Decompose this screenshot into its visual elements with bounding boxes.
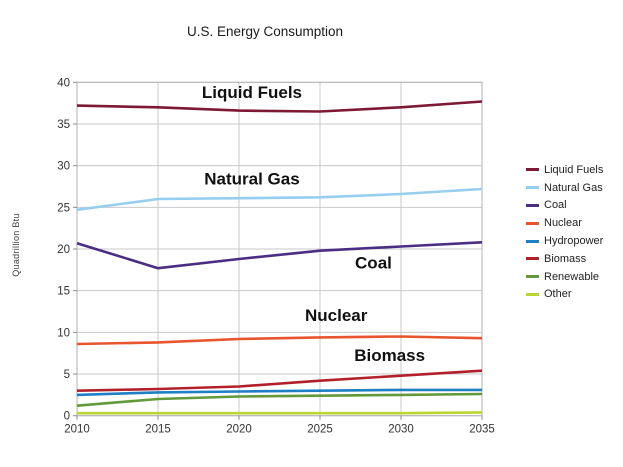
series-line-biomass <box>76 369 483 392</box>
legend-item-biomass: Biomass <box>526 250 603 268</box>
legend-item-coal: Coal <box>526 197 603 215</box>
legend: Liquid Fuels Natural Gas Coal Nuclear Hydrop… <box>526 161 603 303</box>
y-tick-label: 20 <box>57 244 70 256</box>
legend-swatch <box>526 203 539 207</box>
y-tick-label: 30 <box>57 161 70 173</box>
y-tick-label: 35 <box>57 119 70 131</box>
y-tick-label: 0 <box>64 411 70 423</box>
x-tick-label: 2010 <box>64 424 90 436</box>
x-tick-label: 2025 <box>307 424 333 436</box>
legend-item-hydropower: Hydropower <box>526 232 603 250</box>
legend-label: Liquid Fuels <box>544 163 604 176</box>
series-label-annotation: Nuclear <box>305 306 368 325</box>
legend-item-other: Other <box>526 286 603 304</box>
series-label-annotation: Liquid Fuels <box>202 83 302 102</box>
legend-item-liquid-fuels: Liquid Fuels <box>526 161 603 179</box>
series-line-other <box>77 411 483 415</box>
series-line-coal <box>76 241 483 270</box>
legend-label: Hydropower <box>544 235 604 248</box>
legend-label: Nuclear <box>544 217 582 230</box>
series-line-renewable <box>76 392 483 407</box>
y-tick-label: 25 <box>57 202 70 214</box>
series-line-nuclear <box>76 335 483 346</box>
chart-title: U.S. Energy Consumption <box>186 24 344 39</box>
legend-label: Biomass <box>544 252 587 265</box>
legend-swatch <box>526 257 539 261</box>
x-tick-label: 2035 <box>469 424 495 436</box>
legend-label: Coal <box>544 199 567 212</box>
legend-label: Natural Gas <box>544 181 603 194</box>
y-tick-label: 40 <box>57 77 70 89</box>
legend-item-natural-gas: Natural Gas <box>526 179 603 197</box>
series-line-natural-gas <box>76 187 483 212</box>
legend-swatch <box>526 292 539 296</box>
x-tick-label: 2020 <box>226 424 252 436</box>
x-tick-label: 2015 <box>145 424 171 436</box>
series-label-annotation: Natural Gas <box>204 169 299 188</box>
legend-item-renewable: Renewable <box>526 268 603 286</box>
series-label-annotation: Coal <box>355 254 392 273</box>
y-tick-label: 10 <box>57 327 70 339</box>
y-tick-label: 5 <box>64 369 70 381</box>
legend-swatch <box>526 239 539 243</box>
legend-swatch <box>526 221 539 225</box>
y-tick-label: 15 <box>57 286 70 298</box>
x-tick-label: 2030 <box>388 424 414 436</box>
series-line-hydropower <box>76 388 482 397</box>
legend-label: Renewable <box>544 270 600 283</box>
series-label-annotation: Biomass <box>354 346 425 365</box>
legend-swatch <box>526 275 539 279</box>
legend-swatch <box>526 168 539 172</box>
series-line-liquid-fuels <box>76 100 483 113</box>
legend-label: Other <box>544 288 572 301</box>
legend-swatch <box>526 186 539 190</box>
legend-item-nuclear: Nuclear <box>526 214 603 232</box>
